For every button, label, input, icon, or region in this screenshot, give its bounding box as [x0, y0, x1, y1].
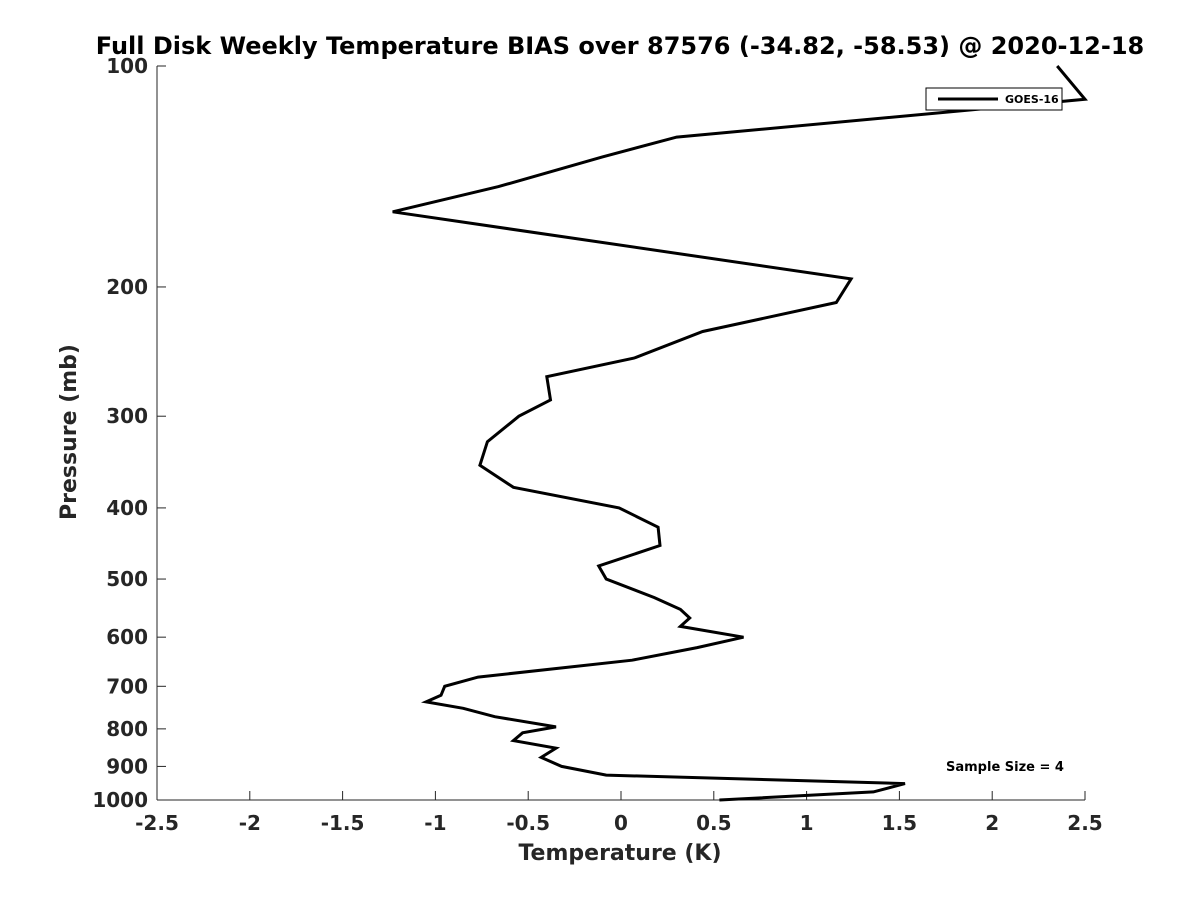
x-axis-label: Temperature (K)	[518, 841, 721, 866]
y-tick-label: 1000	[92, 788, 148, 812]
chart-title: Full Disk Weekly Temperature BIAS over 8…	[96, 32, 1144, 60]
y-tick-label: 200	[106, 275, 148, 299]
y-axis-label: Pressure (mb)	[57, 344, 82, 520]
y-tick-label: 800	[106, 717, 148, 741]
axes: -2.5 -2 -1.5 -1 -0.5 0 0.5 1 1.5 2 2.5 100 200 300 400…	[92, 54, 1102, 835]
x-tick-label: 0.5	[696, 811, 731, 835]
legend: GOES-16	[925, 87, 1063, 111]
x-tick-label: -2	[239, 811, 261, 835]
x-tick-label: 2	[985, 811, 999, 835]
x-tick-label: -0.5	[506, 811, 550, 835]
legend-label-goes16: GOES-16	[1005, 93, 1059, 106]
y-tick-label: 500	[106, 567, 148, 591]
x-tick-label: 1.5	[882, 811, 917, 835]
y-tick-label: 700	[106, 674, 148, 698]
series-line-goes16	[392, 65, 1088, 802]
y-tick-label: 400	[106, 496, 148, 520]
series-layer	[392, 65, 1088, 802]
y-tick-label: 100	[106, 54, 148, 78]
y-tick-label: 600	[106, 625, 148, 649]
sample-size-annotation: Sample Size = 4	[946, 760, 1064, 775]
x-tick-label: 2.5	[1067, 811, 1102, 835]
y-tick-label: 300	[106, 404, 148, 428]
x-tick-label: -1.5	[321, 811, 365, 835]
x-tick-label: -2.5	[135, 811, 179, 835]
x-tick-label: 0	[614, 811, 628, 835]
x-tick-label: -1	[424, 811, 446, 835]
x-tick-label: 1	[800, 811, 814, 835]
y-tick-label: 900	[106, 754, 148, 778]
